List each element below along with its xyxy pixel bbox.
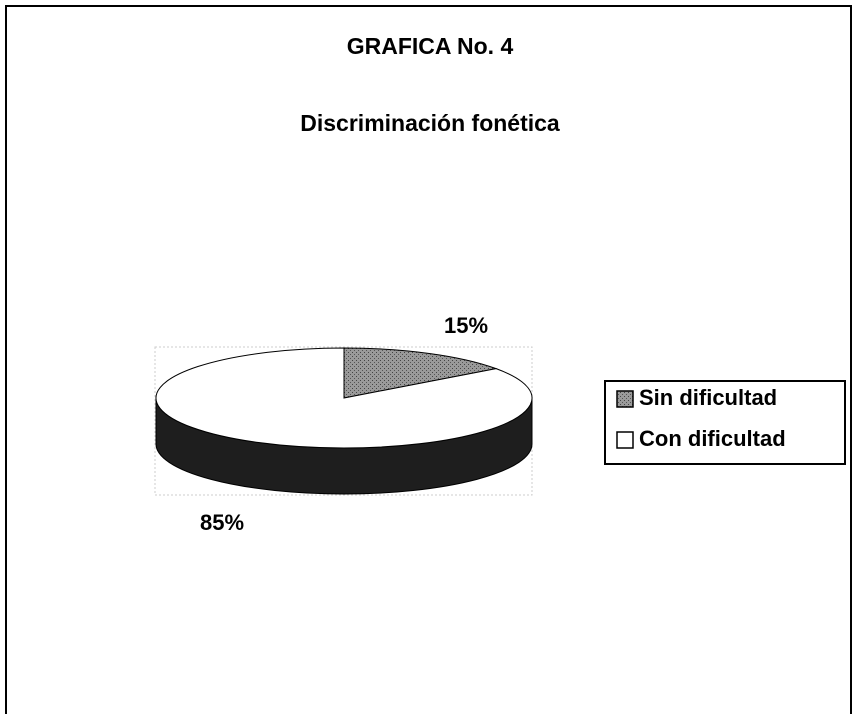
slice xyxy=(343,347,498,399)
slice xyxy=(155,347,533,449)
legend-swatch xyxy=(616,390,634,408)
data-label: 85% xyxy=(200,510,244,535)
legend-label: Sin dificultad xyxy=(639,385,777,410)
frame xyxy=(5,5,852,719)
data-label: 15% xyxy=(444,313,488,338)
legend-swatch xyxy=(616,431,634,449)
chart-subtitle: Discriminación fonética xyxy=(300,110,560,136)
legend-label: Con dificultad xyxy=(639,426,786,451)
chart-title: GRAFICA No. 4 xyxy=(347,33,514,59)
plot-area xyxy=(154,346,533,496)
legend xyxy=(604,380,846,465)
